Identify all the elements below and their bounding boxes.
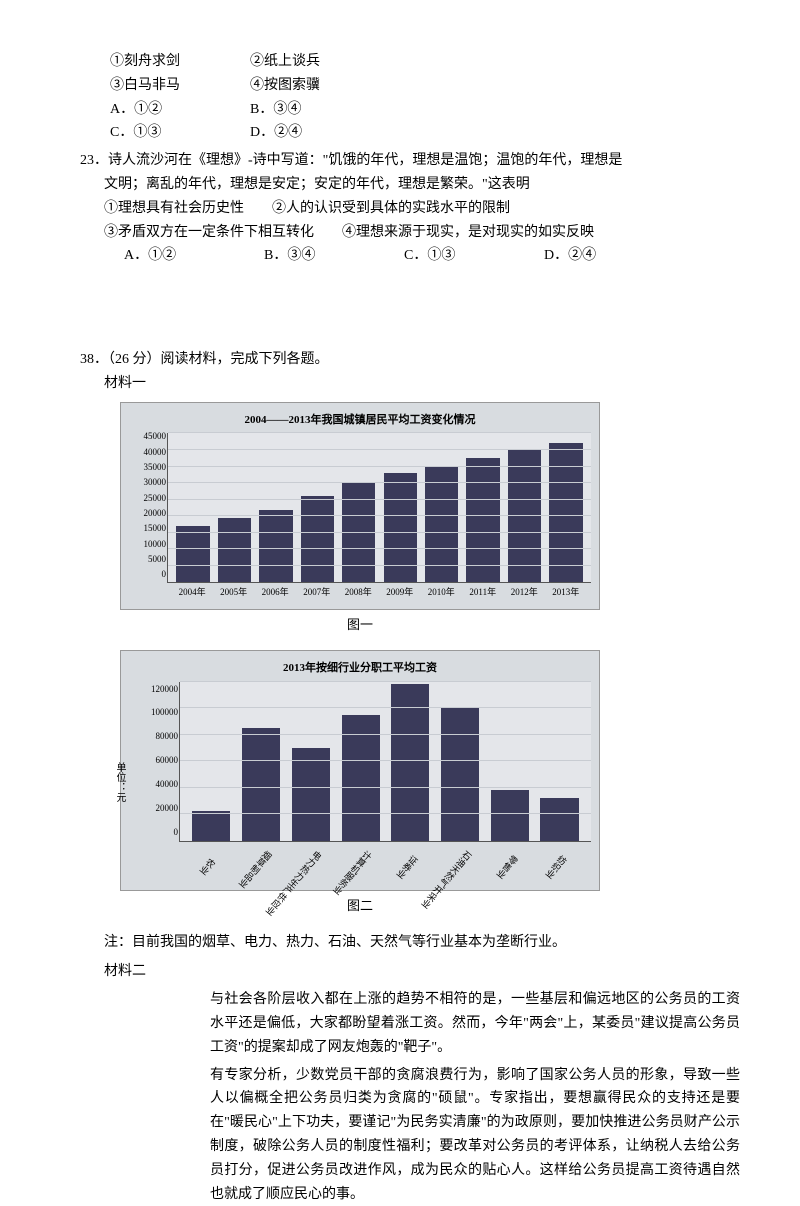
ytick-label: 10000 [130,537,166,552]
q22-opt-4: ④按图索骥 [250,74,320,98]
ytick-label: 40000 [138,777,178,792]
ytick-label: 100000 [138,705,178,720]
ytick-label: 45000 [130,429,166,444]
q22-ans-a: A．①② [110,98,250,122]
chart1-caption: 图一 [120,610,600,644]
xtick-label: 2006年 [259,585,292,600]
q22-options: ①刻舟求剑 ②纸上谈兵 ③白马非马 ④按图索骥 [110,50,740,98]
q38-note: 注：目前我国的烟草、电力、热力、石油、天然气等行业基本为垄断行业。 [104,931,740,955]
q23-ans-c: C．①③ [404,244,544,268]
q23-answers: A．①② B．③④ C．①③ D．②④ [124,244,740,268]
q23-ans-a: A．①② [124,244,264,268]
q22-opt-1: ①刻舟求剑 [110,50,250,74]
xtick-label: 2010年 [425,585,458,600]
ytick-label: 0 [138,825,178,840]
xtick-label: 2011年 [466,585,499,600]
q22-ans-d: D．②④ [250,121,302,145]
bar [441,708,479,841]
ytick-label: 30000 [130,475,166,490]
chart2-plot: 020000400006000080000100000120000 [179,682,591,842]
bar [508,450,541,582]
chart1-box: 2004——2013年我国城镇居民平均工资变化情况 05000100001500… [120,402,600,610]
bar [218,518,251,583]
chart2-xlabels: 农业烟草制品业电力热力生产供应业计算机服务业证券业石油天然气开采业零售业纺织业 [179,842,591,882]
q22-answers: A．①② B．③④ C．①③ D．②④ [110,98,740,146]
q22-ans-b: B．③④ [250,98,301,122]
chart1-bars [168,433,591,582]
ytick-label: 20000 [138,801,178,816]
q38-material2-p2: 有专家分析，少数党员干部的贪腐浪费行为，影响了国家公务人员的形象，导致一些人以偏… [210,1064,740,1206]
xtick-label: 2013年 [549,585,582,600]
chart2-box: 2013年按细行业分职工平均工资 单位：元 020000400006000080… [120,650,600,891]
xtick-label: 2008年 [342,585,375,600]
ytick-label: 35000 [130,460,166,475]
ytick-label: 5000 [130,552,166,567]
ytick-label: 40000 [130,445,166,460]
xtick-label: 2005年 [217,585,250,600]
chart1-plot: 0500010000150002000025000300003500040000… [167,433,591,583]
bar [176,526,209,582]
chart1-xlabels: 2004年 2005年 2006年 2007年 2008年 2009年 2010年 2011年… [167,583,591,600]
ytick-label: 80000 [138,729,178,744]
chart2-title: 2013年按细行业分职工平均工资 [129,659,591,678]
ytick-label: 15000 [130,521,166,536]
bar [384,473,417,582]
ytick-label: 120000 [138,682,178,697]
bar [466,458,499,582]
xtick-label: 2004年 [175,585,208,600]
xtick-label: 2007年 [300,585,333,600]
chart1-ylabels: 0500010000150002000025000300003500040000… [130,433,166,582]
q23-ans-b: B．③④ [264,244,404,268]
chart2-bars [180,682,591,841]
bar [301,496,334,582]
q38-head: 38．（26 分）阅读材料，完成下列各题。 [80,348,740,372]
bar [242,728,280,841]
q23-ans-d: D．②④ [544,244,684,268]
ytick-label: 60000 [138,753,178,768]
q23-opts-line1: ①理想具有社会历史性 ②人的认识受到具体的实践水平的限制 [104,197,740,221]
q23-stem-line2: 文明；离乱的年代，理想是安定；安定的年代，理想是繁荣。"这表明 [104,173,740,197]
xtick-label: 2012年 [508,585,541,600]
ytick-label: 25000 [130,491,166,506]
chart2-ylabels: 0 20000 40000 60000 80000 100000 120000 [138,682,178,841]
q38-material1-label: 材料一 [104,372,740,396]
chart2-yaxis-label: 单位：元 [111,762,128,802]
xtick-label: 2009年 [383,585,416,600]
q22-opt-3: ③白马非马 [110,74,250,98]
bar [292,748,330,841]
chart2-caption: 图二 [120,891,600,925]
chart1-title: 2004——2013年我国城镇居民平均工资变化情况 [129,411,591,430]
ytick-label: 0 [130,567,166,582]
bar [259,510,292,583]
q23-opts-line2: ③矛盾双方在一定条件下相互转化 ④理想来源于现实，是对现实的如实反映 [104,221,740,245]
q23-stem-line1: 23．诗人流沙河在《理想》-诗中写道："饥饿的年代，理想是温饱；温饱的年代，理想… [80,149,740,173]
q38-material2-p1: 与社会各阶层收入都在上涨的趋势不相符的是，一些基层和偏远地区的公务员的工资水平还… [210,988,740,1059]
q22-ans-c: C．①③ [110,121,250,145]
bar [549,443,582,582]
q22-opt-2: ②纸上谈兵 [250,50,320,74]
ytick-label: 20000 [130,506,166,521]
q38-material2-label: 材料二 [104,960,740,984]
